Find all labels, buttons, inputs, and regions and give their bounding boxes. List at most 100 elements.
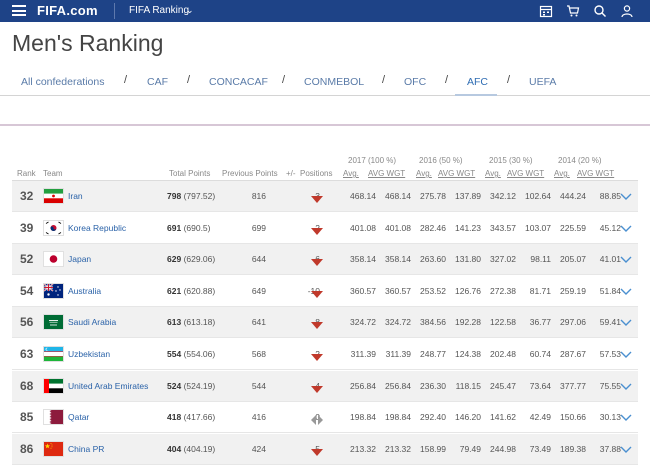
team-name-link[interactable]: Australia [68, 285, 102, 296]
calendar-icon[interactable] [538, 3, 554, 19]
y2017-avg-wgt-cell: 360.57 [385, 285, 411, 296]
y2017-avg-cell: 468.14 [350, 191, 376, 201]
cart-icon[interactable] [565, 3, 581, 19]
previous-points-cell: 424 [251, 443, 266, 454]
chevron-down-icon[interactable]: ⌄ [186, 5, 194, 15]
rank-cell: 63 [20, 347, 34, 361]
tab-caf[interactable]: CAF [147, 76, 168, 88]
team-name-link[interactable]: Saudi Arabia [68, 317, 117, 328]
hamburger-menu-icon[interactable] [12, 5, 26, 16]
uae-flag-icon [43, 377, 64, 394]
col-2014-avg-header: Avg. [554, 169, 570, 178]
tab-ofc[interactable]: OFC [404, 76, 427, 88]
team-name-link[interactable]: China PR [68, 443, 105, 454]
qatar-flag-icon [43, 409, 64, 426]
tab-separator: / [445, 74, 449, 86]
page-title: Men's Ranking [12, 30, 164, 56]
y2017-avg-cell: 360.57 [350, 285, 376, 296]
previous-points-cell: 649 [251, 285, 266, 296]
team-name-link[interactable]: Japan [68, 254, 92, 265]
tab-uefa[interactable]: UEFA [529, 76, 557, 88]
y2014-avg-wgt-cell: 41.01 [599, 254, 621, 265]
expand-chevron-icon[interactable] [620, 378, 632, 390]
y2015-avg-cell: 343.57 [490, 222, 516, 233]
total-points-exact: (524.19) [183, 380, 216, 391]
trend-down-icon [311, 444, 323, 456]
y2017-avg-cell: 358.14 [350, 254, 376, 265]
col-2015-avg-header: Avg. [485, 169, 501, 178]
expand-chevron-icon[interactable] [620, 188, 632, 200]
rank-cell: 68 [20, 378, 34, 393]
col-2017-header: 2017 (100 %) [348, 156, 397, 165]
y2015-avg-cell: 202.48 [490, 349, 516, 359]
expand-chevron-icon[interactable] [620, 346, 632, 358]
col-2014-header: 2014 (20 %) [558, 156, 602, 165]
total-points-cell: 554 (554.06) [167, 349, 215, 359]
previous-points-cell: 816 [251, 191, 266, 201]
expand-chevron-icon[interactable] [620, 283, 632, 295]
total-points-value: 798 [167, 191, 182, 201]
rank-cell: 85 [20, 410, 34, 425]
total-points-cell: 404 (404.19) [167, 444, 215, 454]
previous-points-cell: 416 [251, 412, 266, 423]
table-row[interactable]: 85 Qatar 418 (417.66) 416 0 198.84 198.84 292.4… [12, 402, 638, 434]
col-2015-header: 2015 (30 %) [489, 156, 533, 165]
expand-chevron-icon[interactable] [620, 220, 632, 232]
y2016-avg-cell: 292.40 [420, 412, 446, 423]
y2016-avg-cell: 282.46 [420, 222, 446, 233]
expand-chevron-icon[interactable] [620, 314, 632, 327]
col-total-points-header: Total Points [169, 169, 211, 178]
y2017-avg-wgt-cell: 324.72 [385, 317, 411, 328]
tab-all-confederations[interactable]: All confederations [21, 76, 105, 88]
y2014-avg-wgt-cell: 88.85 [599, 191, 621, 201]
team-name-link[interactable]: Iran [68, 191, 83, 201]
section-dropdown[interactable]: FIFA Ranking [129, 5, 190, 16]
total-points-exact: (554.06) [183, 349, 216, 359]
team-name-link[interactable]: Qatar [68, 412, 90, 423]
tab-afc[interactable]: AFC [467, 76, 488, 88]
total-points-exact: (620.88) [183, 285, 216, 296]
previous-points-cell: 544 [251, 380, 266, 391]
team-name-link[interactable]: Uzbekistan [68, 349, 111, 359]
tab-conmebol[interactable]: CONMEBOL [304, 76, 365, 88]
y2015-avg-wgt-cell: 36.77 [529, 317, 551, 328]
total-points-value: 418 [167, 412, 182, 423]
y2017-avg-wgt-cell: 358.14 [385, 254, 411, 265]
total-points-cell: 613 (613.18) [167, 317, 215, 327]
y2017-avg-cell: 256.84 [350, 380, 376, 391]
y2015-avg-wgt-cell: 60.74 [529, 349, 551, 359]
y2015-avg-wgt-cell: 98.11 [530, 254, 551, 265]
y2016-avg-cell: 384.56 [420, 317, 446, 328]
team-name-link[interactable]: United Arab Emirates [68, 380, 149, 391]
col-2014-avgwgt-header: AVG WGT [577, 169, 615, 178]
total-points-cell: 691 (690.5) [167, 223, 211, 233]
trend-down-icon [311, 191, 323, 203]
col-2017-avgwgt-header: AVG WGT [368, 169, 406, 178]
fifa-logo[interactable]: FIFA.com [37, 3, 98, 18]
col-team-header: Team [43, 169, 63, 178]
tab-concacaf[interactable]: CONCACAF [209, 76, 268, 88]
expand-chevron-icon[interactable] [620, 251, 632, 264]
search-icon[interactable] [592, 3, 608, 19]
y2016-avg-cell: 275.78 [420, 191, 446, 201]
y2016-avg-wgt-cell: 126.76 [455, 285, 481, 296]
user-icon[interactable] [619, 3, 635, 19]
col-2016-avg-header: Avg. [416, 169, 432, 178]
y2015-avg-wgt-cell: 81.71 [529, 285, 551, 296]
expand-chevron-icon[interactable] [620, 441, 632, 453]
team-name-link[interactable]: Korea Republic [68, 222, 127, 233]
filter-strip [0, 112, 650, 126]
expand-chevron-icon[interactable] [620, 409, 632, 422]
trend-down-icon [311, 223, 323, 235]
tab-separator: / [282, 74, 286, 86]
y2014-avg-cell: 189.38 [560, 443, 586, 454]
total-points-cell: 524 (524.19) [167, 381, 215, 391]
